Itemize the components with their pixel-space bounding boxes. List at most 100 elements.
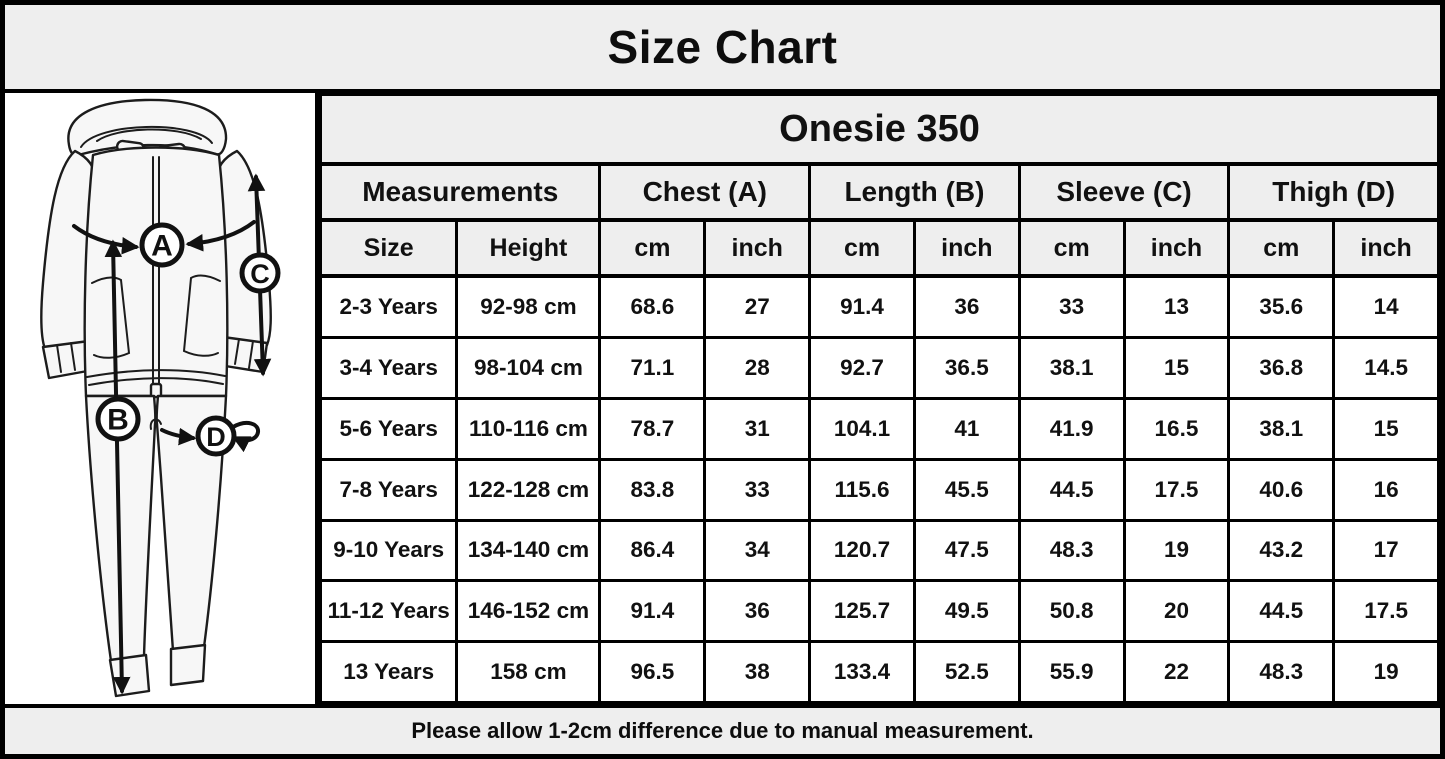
value-cell: 41: [912, 397, 1021, 461]
value-cell: 33: [1017, 274, 1126, 340]
onesie-drawing: [40, 98, 272, 698]
sub-header-0: Size: [318, 218, 459, 278]
size-cell: 5-6 Years: [318, 397, 459, 461]
group-header-3: Sleeve (C): [1017, 162, 1231, 222]
value-cell: 22: [1122, 640, 1231, 704]
title-bar: Size Chart: [5, 5, 1440, 93]
page-title: Size Chart: [607, 21, 838, 73]
chest-badge-letter: A: [151, 230, 173, 263]
footer-note-bar: Please allow 1-2cm difference due to man…: [5, 704, 1440, 754]
sub-header-1: Height: [455, 218, 602, 278]
value-cell: 19: [1122, 518, 1231, 583]
sub-header-2: cm: [598, 218, 707, 278]
size-cell: 9-10 Years: [318, 518, 459, 583]
value-cell: 44.5: [1227, 579, 1336, 644]
thigh-badge-circle: [195, 415, 237, 457]
sub-header-6: cm: [1017, 218, 1126, 278]
value-cell: 17.5: [1122, 457, 1231, 522]
value-cell: 14.5: [1332, 336, 1440, 401]
value-cell: 36.5: [912, 336, 1021, 401]
value-cell: 14: [1332, 274, 1440, 340]
sub-header-4: cm: [808, 218, 916, 278]
value-cell: 91.4: [808, 274, 916, 340]
size-cell: 11-12 Years: [318, 579, 459, 644]
value-cell: 44.5: [1017, 457, 1126, 522]
size-cell: 3-4 Years: [318, 336, 459, 401]
table-row: 2-3 Years 92-98 cm 68.6 27 91.4 36 33 13 35.6 14: [318, 274, 1440, 340]
value-cell: 17: [1332, 518, 1440, 583]
value-cell: 34: [703, 518, 812, 583]
size-table-panel: Onesie 350 Measurements Chest (A) Length (…: [318, 93, 1440, 704]
value-cell: 13: [1122, 274, 1231, 340]
group-header-1: Chest (A): [598, 162, 812, 222]
length-badge-circle: [95, 396, 141, 442]
value-cell: 120.7: [808, 518, 916, 583]
size-cell: 2-3 Years: [318, 274, 459, 340]
height-cell: 122-128 cm: [455, 457, 602, 522]
size-cell: 13 Years: [318, 640, 459, 704]
value-cell: 83.8: [598, 457, 707, 522]
value-cell: 68.6: [598, 274, 707, 340]
chest-badge-circle: [139, 222, 185, 268]
value-cell: 17.5: [1332, 579, 1440, 644]
table-row: 11-12 Years 146-152 cm 91.4 36 125.7 49.5 50.8…: [318, 579, 1440, 644]
sub-header-8: cm: [1227, 218, 1336, 278]
value-cell: 125.7: [808, 579, 916, 644]
sub-header-5: inch: [912, 218, 1021, 278]
sleeve-badge-letter: C: [250, 259, 270, 289]
group-header-0: Measurements: [318, 162, 602, 222]
value-cell: 49.5: [912, 579, 1021, 644]
group-header-2: Length (B): [808, 162, 1021, 222]
value-cell: 15: [1122, 336, 1231, 401]
sub-header-row: Size Height cm inch cm inch cm inch cm inch: [318, 218, 1440, 278]
product-title-row: Onesie 350: [319, 93, 1440, 166]
product-title: Onesie 350: [319, 93, 1440, 166]
group-header-row: Measurements Chest (A) Length (B) Sleeve (C…: [318, 162, 1440, 222]
height-cell: 146-152 cm: [455, 579, 602, 644]
height-cell: 134-140 cm: [455, 518, 602, 583]
value-cell: 45.5: [912, 457, 1021, 522]
onesie-measurement-diagram: A B C D: [40, 98, 281, 698]
value-cell: 38: [703, 640, 812, 704]
value-cell: 36.8: [1227, 336, 1336, 401]
value-cell: 78.7: [598, 397, 707, 461]
measurement-badges: A B C D: [95, 222, 281, 457]
value-cell: 40.6: [1227, 457, 1336, 522]
height-cell: 158 cm: [455, 640, 602, 704]
table-row: 5-6 Years 110-116 cm 78.7 31 104.1 41 41.9 16.5…: [318, 397, 1440, 461]
value-cell: 71.1: [598, 336, 707, 401]
value-cell: 43.2: [1227, 518, 1336, 583]
value-cell: 31: [703, 397, 812, 461]
value-cell: 28: [703, 336, 812, 401]
value-cell: 133.4: [808, 640, 916, 704]
value-cell: 50.8: [1017, 579, 1126, 644]
thigh-badge-letter: D: [206, 422, 226, 452]
value-cell: 35.6: [1227, 274, 1336, 340]
sub-header-7: inch: [1122, 218, 1231, 278]
sub-header-3: inch: [703, 218, 812, 278]
value-cell: 115.6: [808, 457, 916, 522]
height-cell: 110-116 cm: [455, 397, 602, 461]
value-cell: 19: [1332, 640, 1440, 704]
value-cell: 96.5: [598, 640, 707, 704]
value-cell: 52.5: [912, 640, 1021, 704]
size-cell: 7-8 Years: [318, 457, 459, 522]
height-cell: 92-98 cm: [455, 274, 602, 340]
sub-header-9: inch: [1332, 218, 1440, 278]
value-cell: 41.9: [1017, 397, 1126, 461]
onesie-diagram-panel: A B C D: [5, 93, 319, 704]
table-row: 9-10 Years 134-140 cm 86.4 34 120.7 47.5 48.3 1…: [318, 518, 1440, 583]
value-cell: 16: [1332, 457, 1440, 522]
value-cell: 47.5: [912, 518, 1021, 583]
value-cell: 33: [703, 457, 812, 522]
thigh-arrow: [160, 427, 197, 446]
value-cell: 16.5: [1122, 397, 1231, 461]
sleeve-badge-circle: [239, 252, 281, 294]
value-cell: 86.4: [598, 518, 707, 583]
value-cell: 15: [1332, 397, 1440, 461]
value-cell: 36: [703, 579, 812, 644]
table-row: 13 Years 158 cm 96.5 38 133.4 52.5 55.9 22 48.3 1…: [318, 640, 1440, 704]
height-cell: 98-104 cm: [455, 336, 602, 401]
value-cell: 36: [912, 274, 1021, 340]
